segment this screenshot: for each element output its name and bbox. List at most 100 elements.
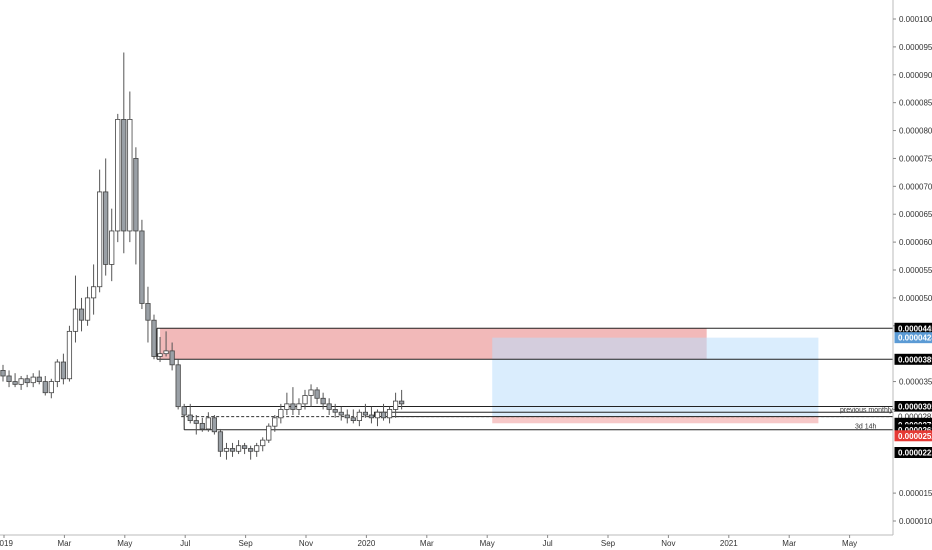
x-tick-label: Nov bbox=[661, 539, 675, 548]
candle-body bbox=[54, 361, 60, 382]
price-badge-label: 0.00004455 bbox=[898, 324, 932, 333]
y-tick-label: 0.00009000 bbox=[899, 71, 932, 80]
y-tick-label: 0.00001500 bbox=[899, 489, 932, 498]
candle-body bbox=[392, 400, 399, 410]
candle-body bbox=[121, 119, 127, 232]
price-badge-label: 0.00004287 bbox=[898, 334, 932, 343]
candle-body bbox=[0, 369, 6, 377]
candle-body bbox=[338, 411, 344, 416]
candle-body bbox=[30, 376, 36, 384]
price-badge-label: 0.00002228 bbox=[898, 449, 932, 458]
y-tick-label: 0.00010000 bbox=[899, 15, 932, 24]
zones-layer bbox=[160, 328, 819, 424]
annotation-label: previous monthly high bbox=[840, 407, 908, 414]
candle-body bbox=[187, 414, 193, 421]
x-tick-label: 2019 bbox=[0, 539, 13, 548]
candle-body bbox=[193, 420, 199, 424]
price-badge-label: 0.00003899 bbox=[898, 355, 932, 364]
candle-body bbox=[60, 361, 67, 380]
candle-body bbox=[350, 417, 356, 421]
x-tick-label: Jul bbox=[542, 539, 552, 548]
candle-body bbox=[296, 403, 302, 410]
x-tick-label: Mar bbox=[420, 539, 434, 548]
candle-body bbox=[290, 403, 296, 410]
candle-body bbox=[6, 375, 12, 382]
candle-body bbox=[133, 158, 139, 232]
candle-body bbox=[211, 417, 217, 433]
x-tick-label: Jul bbox=[180, 539, 190, 548]
x-tick-label: Nov bbox=[299, 539, 313, 548]
candle-body bbox=[223, 448, 230, 452]
candle-body bbox=[332, 409, 338, 413]
candle-body bbox=[374, 411, 381, 419]
countdown-label: 3d 14h bbox=[855, 424, 877, 431]
candle-body bbox=[248, 448, 254, 452]
candle-body bbox=[24, 378, 30, 384]
y-tick-label: 0.00006500 bbox=[899, 210, 932, 219]
candle-body bbox=[157, 353, 163, 357]
y-tick-label: 0.00003500 bbox=[899, 378, 932, 387]
candle-body bbox=[127, 119, 133, 232]
x-tick-label: Mar bbox=[58, 539, 72, 548]
candle-body bbox=[115, 119, 121, 232]
candle-body bbox=[284, 403, 290, 410]
x-tick-label: 2021 bbox=[720, 539, 738, 548]
candle-body bbox=[84, 297, 91, 321]
y-tick-label: 0.00007000 bbox=[899, 182, 932, 191]
candle-body bbox=[145, 303, 151, 321]
y-tick-label: 0.00009500 bbox=[899, 43, 932, 52]
price-badges-layer: 0.000044550.00004287 0.00003899 0.00003053… bbox=[855, 322, 932, 459]
candle-body bbox=[344, 414, 350, 419]
candle-body bbox=[302, 395, 308, 405]
candle-body bbox=[217, 431, 224, 452]
candle-body bbox=[139, 230, 145, 304]
candle-body bbox=[42, 381, 48, 394]
candle-body bbox=[241, 445, 248, 449]
x-tick-label: Mar bbox=[782, 539, 796, 548]
candle-body bbox=[109, 230, 115, 265]
x-tick-label: May bbox=[842, 539, 857, 548]
price-badge bbox=[894, 430, 932, 442]
candle-body bbox=[66, 330, 73, 380]
candle-body bbox=[362, 411, 369, 416]
price-badge bbox=[894, 400, 932, 412]
price-badge-label: 0.00002872 bbox=[898, 413, 932, 422]
candle-body bbox=[229, 448, 236, 452]
price-badge bbox=[895, 411, 932, 422]
y-tick-label: 0.00008000 bbox=[899, 127, 932, 136]
candle-body bbox=[308, 389, 314, 396]
candle-body bbox=[386, 409, 393, 419]
candle-body bbox=[199, 422, 205, 430]
candle-body bbox=[103, 191, 109, 265]
candle-body bbox=[48, 381, 54, 394]
candle-body bbox=[235, 445, 242, 452]
candle-body bbox=[78, 308, 85, 321]
y-tick-label: 0.00001000 bbox=[899, 517, 932, 526]
candle-body bbox=[163, 350, 169, 355]
y-tick-label: 0.00005500 bbox=[899, 266, 932, 275]
x-tick-label: 2020 bbox=[358, 539, 376, 548]
candle-body bbox=[320, 397, 326, 405]
candle-body bbox=[368, 414, 375, 419]
candle-body bbox=[97, 191, 103, 288]
x-tick-label: Sep bbox=[238, 539, 253, 548]
x-tick-label: Sep bbox=[601, 539, 616, 548]
y-tick-label: 0.00006000 bbox=[899, 238, 932, 247]
x-tick-label: May bbox=[117, 539, 132, 548]
candle-body bbox=[181, 406, 187, 416]
candle-body bbox=[272, 417, 278, 427]
candle-body bbox=[278, 409, 284, 419]
candle-body bbox=[151, 319, 157, 357]
y-tick-label: 0.00005000 bbox=[899, 294, 932, 303]
candle-body bbox=[260, 439, 266, 447]
candle-body bbox=[36, 376, 42, 382]
price-badge-label: 0.00002528 bbox=[898, 432, 932, 441]
candle-body bbox=[91, 286, 97, 299]
candle-body bbox=[326, 403, 332, 410]
candle-body bbox=[380, 411, 387, 419]
candle-body bbox=[399, 400, 405, 405]
price-badge bbox=[894, 332, 932, 344]
y-tick-label: 0.00008500 bbox=[899, 99, 932, 108]
